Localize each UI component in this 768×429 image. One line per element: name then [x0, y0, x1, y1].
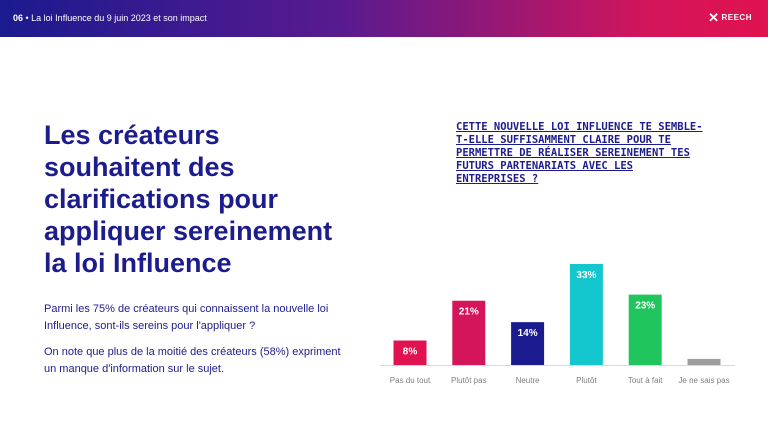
data-label: 14%	[518, 328, 538, 339]
reech-logo-icon: ✕	[708, 10, 720, 25]
intro-paragraph: Parmi les 75% de créateurs qui connaisse…	[44, 303, 329, 332]
bar	[452, 300, 486, 365]
x-tick-label: Je ne sais pas	[678, 376, 729, 385]
headline: Les créateurs souhaitent des clarificati…	[44, 120, 333, 278]
survey-question: CETTE NOUVELLE LOI INFLUENCE TE SEMBLE-T…	[456, 121, 703, 185]
data-label: 23%	[635, 301, 655, 312]
data-label: 8%	[403, 347, 418, 358]
header-title: 06 • La loi Influence du 9 juin 2023 et …	[13, 13, 207, 23]
bar	[393, 340, 427, 365]
bar	[569, 264, 603, 365]
bar	[628, 294, 662, 365]
bar-chart: 8% Pas du tout 21% Plutôt pas 14% Neutre 33% Pl…	[380, 264, 735, 385]
x-tick-label: Neutre	[516, 376, 541, 385]
data-label: 2%	[697, 365, 712, 376]
header-bar: 06 • La loi Influence du 9 juin 2023 et …	[0, 0, 768, 37]
brand-logo: ✕ REECH	[708, 11, 752, 24]
data-label: 33%	[576, 270, 596, 281]
data-label: 21%	[459, 307, 479, 318]
x-tick-label: Tout à fait	[628, 376, 663, 385]
x-tick-label: Plutôt	[576, 376, 597, 385]
bar	[511, 322, 545, 365]
insight-paragraph: On note que plus de la moitié des créate…	[44, 346, 341, 375]
x-tick-label: Plutôt pas	[451, 376, 487, 385]
header-title-text: • La loi Influence du 9 juin 2023 et son…	[23, 13, 207, 23]
bar	[687, 358, 721, 365]
brand-name: REECH	[721, 13, 752, 22]
x-tick-label: Pas du tout	[390, 376, 431, 385]
header-number: 06	[13, 13, 24, 23]
